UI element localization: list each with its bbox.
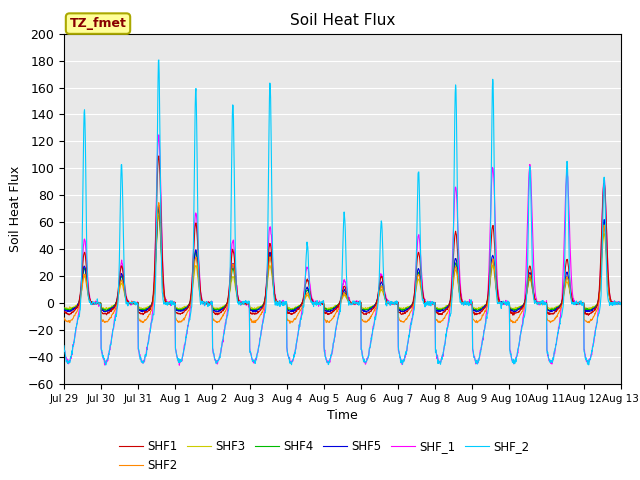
SHF2 — [286, 321, 294, 326]
SHF_1 — [502, 302, 510, 308]
SHF4 — [502, 300, 510, 306]
SHF5 — [502, 300, 510, 306]
SHF5 — [246, 307, 254, 312]
SHF5 — [429, 300, 437, 306]
SHF4 — [617, 300, 625, 306]
SHF5 — [155, 202, 163, 208]
SHF1 — [171, 300, 179, 306]
SHF1 — [429, 300, 437, 306]
Title: Soil Heat Flux: Soil Heat Flux — [290, 13, 395, 28]
SHF_2 — [60, 343, 68, 348]
SHF4 — [175, 308, 183, 314]
SHF_1 — [552, 346, 559, 351]
SHF1 — [184, 304, 192, 310]
SHF_2 — [185, 320, 193, 325]
SHF_2 — [247, 352, 255, 358]
SHF_2 — [172, 300, 179, 306]
Line: SHF4: SHF4 — [64, 209, 621, 311]
SHF3 — [246, 306, 254, 312]
SHF1 — [60, 309, 68, 314]
SHF3 — [60, 305, 68, 311]
Line: SHF1: SHF1 — [64, 156, 621, 315]
SHF5 — [617, 301, 625, 307]
SHF5 — [362, 310, 370, 315]
Text: TZ_fmet: TZ_fmet — [70, 17, 127, 30]
SHF_2 — [552, 345, 559, 351]
SHF3 — [324, 307, 332, 312]
SHF3 — [617, 300, 625, 306]
SHF1 — [617, 300, 625, 306]
SHF_1 — [247, 350, 255, 356]
SHF3 — [502, 300, 510, 306]
SHF5 — [184, 303, 192, 309]
SHF_2 — [502, 300, 510, 306]
SHF2 — [246, 317, 254, 323]
SHF1 — [155, 153, 163, 159]
SHF4 — [155, 206, 163, 212]
SHF1 — [502, 300, 509, 306]
SHF2 — [617, 300, 625, 306]
SHF_1 — [155, 132, 163, 138]
SHF2 — [502, 300, 510, 305]
SHF3 — [429, 300, 437, 306]
SHF4 — [185, 302, 193, 308]
SHF3 — [552, 305, 559, 311]
SHF_2 — [429, 301, 437, 307]
SHF4 — [247, 307, 255, 312]
SHF2 — [60, 315, 68, 321]
SHF4 — [171, 300, 179, 306]
SHF2 — [552, 316, 559, 322]
SHF_2 — [617, 301, 625, 307]
SHF1 — [551, 309, 559, 314]
SHF_1 — [171, 299, 179, 305]
Line: SHF_2: SHF_2 — [64, 60, 621, 365]
SHF1 — [246, 311, 254, 316]
SHF_2 — [102, 362, 109, 368]
Line: SHF3: SHF3 — [64, 216, 621, 310]
SHF_1 — [60, 345, 68, 350]
SHF_1 — [175, 362, 183, 368]
SHF2 — [429, 301, 437, 307]
SHF_1 — [617, 301, 625, 307]
SHF_1 — [429, 300, 437, 306]
SHF_2 — [155, 57, 163, 63]
SHF_1 — [185, 319, 193, 324]
Legend: SHF1, SHF2, SHF3, SHF4, SHF5, SHF_1, SHF_2: SHF1, SHF2, SHF3, SHF4, SHF5, SHF_1, SHF… — [115, 435, 534, 477]
SHF4 — [552, 306, 559, 312]
SHF3 — [155, 213, 163, 218]
SHF2 — [184, 308, 192, 314]
SHF3 — [184, 302, 192, 308]
SHF1 — [584, 312, 592, 318]
SHF3 — [171, 300, 179, 306]
SHF5 — [552, 307, 559, 313]
SHF5 — [60, 307, 68, 312]
X-axis label: Time: Time — [327, 409, 358, 422]
SHF5 — [171, 300, 179, 306]
SHF4 — [60, 306, 68, 312]
Line: SHF2: SHF2 — [64, 203, 621, 324]
SHF2 — [171, 300, 179, 306]
SHF4 — [429, 300, 437, 306]
SHF2 — [155, 200, 163, 205]
Y-axis label: Soil Heat Flux: Soil Heat Flux — [10, 166, 22, 252]
Line: SHF_1: SHF_1 — [64, 135, 621, 365]
Line: SHF5: SHF5 — [64, 205, 621, 312]
